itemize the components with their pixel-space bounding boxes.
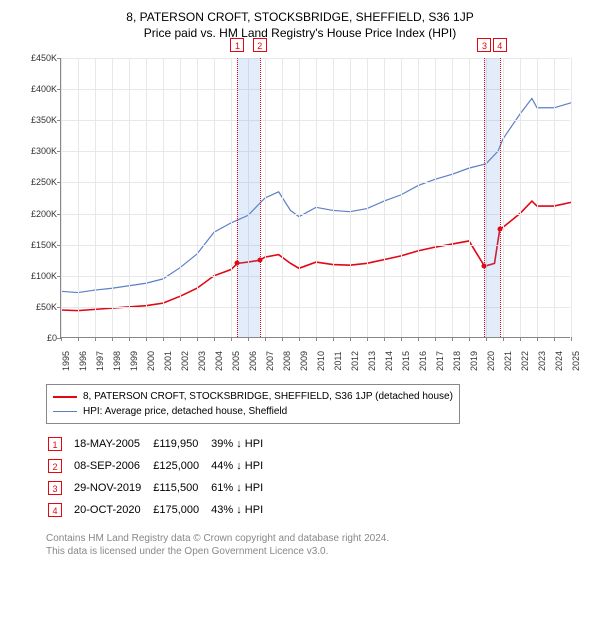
x-axis-label: 1997	[95, 351, 105, 371]
transaction-marker: 1	[230, 38, 244, 52]
y-axis-label: £400K	[21, 84, 57, 94]
transaction-price: £115,500	[153, 478, 209, 498]
transaction-number: 3	[48, 481, 62, 495]
x-axis-label: 1996	[78, 351, 88, 371]
transaction-price: £125,000	[153, 456, 209, 476]
x-axis-label: 2005	[231, 351, 241, 371]
x-axis-label: 2006	[248, 351, 258, 371]
y-axis-label: £300K	[21, 146, 57, 156]
transaction-marker: 4	[493, 38, 507, 52]
x-axis-label: 2018	[452, 351, 462, 371]
chart-area: £0 £50K £100K £150K £200K £250K £300K £350K £400…	[20, 48, 580, 378]
plot-region: £0£50K£100K£150K£200K£250K£300K£350K£400…	[60, 58, 570, 338]
x-axis-label: 2014	[384, 351, 394, 371]
legend-swatch-property	[53, 396, 77, 398]
x-axis-label: 2025	[571, 351, 581, 371]
x-axis-label: 2024	[554, 351, 564, 371]
y-axis-label: £200K	[21, 209, 57, 219]
y-axis-label: £450K	[21, 53, 57, 63]
x-axis-label: 2011	[333, 351, 343, 370]
legend-row-property: 8, PATERSON CROFT, STOCKSBRIDGE, SHEFFIE…	[53, 389, 453, 404]
x-axis-label: 2000	[146, 351, 156, 371]
y-axis-label: £0	[21, 333, 57, 343]
transaction-delta: 43% ↓ HPI	[211, 500, 273, 520]
y-axis-label: £350K	[21, 115, 57, 125]
transaction-price: £175,000	[153, 500, 209, 520]
transactions-table: 1 18-MAY-2005£119,95039% ↓ HPI 2 08-SEP-200…	[46, 432, 275, 522]
x-axis-label: 2017	[435, 351, 445, 371]
x-axis-label: 2013	[367, 351, 377, 371]
table-row: 3 29-NOV-2019£115,50061% ↓ HPI	[48, 478, 273, 498]
x-axis-label: 2008	[282, 351, 292, 371]
x-axis-label: 2022	[520, 351, 530, 371]
y-axis-label: £250K	[21, 177, 57, 187]
x-axis-label: 2012	[350, 351, 360, 371]
x-axis-label: 2001	[163, 351, 173, 371]
transaction-date: 08-SEP-2006	[74, 456, 151, 476]
x-axis-label: 2016	[418, 351, 428, 371]
transaction-dot	[235, 261, 240, 266]
legend-row-hpi: HPI: Average price, detached house, Shef…	[53, 404, 453, 419]
table-row: 2 08-SEP-2006£125,00044% ↓ HPI	[48, 456, 273, 476]
x-axis-label: 1998	[112, 351, 122, 371]
transaction-price: £119,950	[153, 434, 209, 454]
transaction-date: 18-MAY-2005	[74, 434, 151, 454]
table-row: 4 20-OCT-2020£175,00043% ↓ HPI	[48, 500, 273, 520]
x-axis-label: 1995	[61, 351, 71, 371]
table-row: 1 18-MAY-2005£119,95039% ↓ HPI	[48, 434, 273, 454]
transaction-number: 1	[48, 437, 62, 451]
transaction-number: 2	[48, 459, 62, 473]
x-axis-label: 2009	[299, 351, 309, 371]
footer-line-1: Contains HM Land Registry data © Crown c…	[46, 532, 590, 545]
transaction-marker: 3	[477, 38, 491, 52]
chart-title: 8, PATERSON CROFT, STOCKSBRIDGE, SHEFFIE…	[10, 10, 590, 24]
footer-attribution: Contains HM Land Registry data © Crown c…	[46, 532, 590, 558]
transaction-marker: 2	[253, 38, 267, 52]
transaction-delta: 44% ↓ HPI	[211, 456, 273, 476]
y-axis-label: £50K	[21, 302, 57, 312]
x-axis-label: 2021	[503, 351, 513, 371]
transaction-delta: 39% ↓ HPI	[211, 434, 273, 454]
x-axis-label: 2004	[214, 351, 224, 371]
x-axis-label: 2007	[265, 351, 275, 371]
legend-label-property: 8, PATERSON CROFT, STOCKSBRIDGE, SHEFFIE…	[83, 391, 453, 402]
transaction-delta: 61% ↓ HPI	[211, 478, 273, 498]
legend-label-hpi: HPI: Average price, detached house, Shef…	[83, 406, 287, 417]
legend-swatch-hpi	[53, 411, 77, 413]
x-axis-label: 2019	[469, 351, 479, 371]
x-axis-label: 2003	[197, 351, 207, 371]
x-axis-label: 2002	[180, 351, 190, 371]
legend: 8, PATERSON CROFT, STOCKSBRIDGE, SHEFFIE…	[46, 384, 460, 424]
transaction-dot	[257, 258, 262, 263]
x-axis-label: 2010	[316, 351, 326, 371]
transaction-date: 20-OCT-2020	[74, 500, 151, 520]
footer-line-2: This data is licensed under the Open Gov…	[46, 545, 590, 558]
transaction-number: 4	[48, 503, 62, 517]
transaction-date: 29-NOV-2019	[74, 478, 151, 498]
x-axis-label: 2023	[537, 351, 547, 371]
x-axis-label: 1999	[129, 351, 139, 371]
transaction-dot	[497, 227, 502, 232]
y-axis-label: £150K	[21, 240, 57, 250]
x-axis-label: 2015	[401, 351, 411, 371]
y-axis-label: £100K	[21, 271, 57, 281]
x-axis-label: 2020	[486, 351, 496, 371]
transaction-dot	[482, 264, 487, 269]
